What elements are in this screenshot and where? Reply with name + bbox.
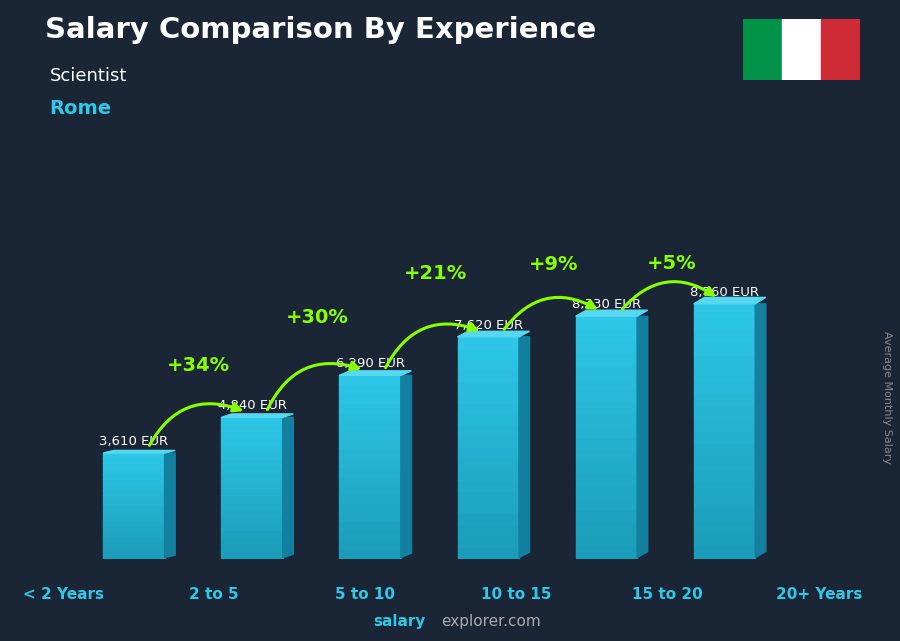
Bar [821,19,860,80]
Polygon shape [283,417,293,558]
Polygon shape [165,453,176,558]
Text: 2 to 5: 2 to 5 [189,587,239,601]
Text: Rome: Rome [50,99,112,119]
Polygon shape [339,370,411,376]
Text: +34%: +34% [167,356,230,375]
Polygon shape [221,414,293,417]
Text: Average Monthly Salary: Average Monthly Salary [881,331,892,464]
Polygon shape [519,337,529,558]
Bar [742,19,781,80]
Text: +5%: +5% [646,254,697,272]
Text: Salary Comparison By Experience: Salary Comparison By Experience [45,16,596,44]
Text: 7,620 EUR: 7,620 EUR [454,319,523,331]
Bar [781,19,821,80]
Polygon shape [104,451,176,453]
Polygon shape [457,331,529,337]
Polygon shape [637,316,648,558]
Text: salary: salary [374,615,426,629]
Text: 8,760 EUR: 8,760 EUR [690,285,759,299]
Polygon shape [400,376,411,558]
Text: +9%: +9% [528,254,578,274]
Text: 10 to 15: 10 to 15 [482,587,552,601]
Text: < 2 Years: < 2 Years [22,587,104,601]
Text: 6,290 EUR: 6,290 EUR [336,357,405,370]
Text: 15 to 20: 15 to 20 [633,587,703,601]
Text: 3,610 EUR: 3,610 EUR [99,435,168,448]
Text: Scientist: Scientist [50,67,127,85]
Text: +30%: +30% [285,308,348,327]
Text: 4,840 EUR: 4,840 EUR [218,399,286,412]
Text: explorer.com: explorer.com [441,615,541,629]
Text: 5 to 10: 5 to 10 [336,587,395,601]
Text: +21%: +21% [403,263,467,283]
Text: 8,330 EUR: 8,330 EUR [572,298,641,311]
Polygon shape [755,304,766,558]
Text: 20+ Years: 20+ Years [776,587,862,601]
Polygon shape [576,310,648,316]
Polygon shape [694,297,766,304]
